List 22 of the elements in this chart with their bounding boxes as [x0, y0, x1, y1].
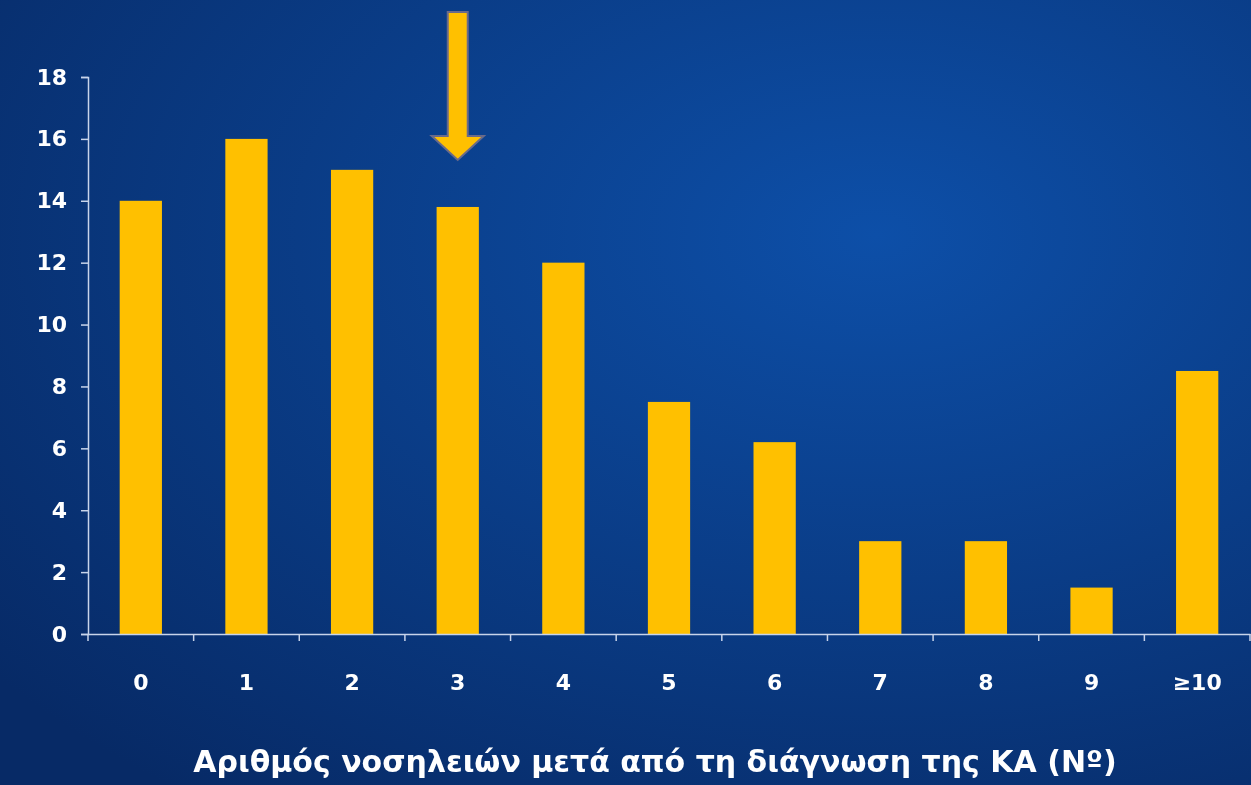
x-tick-label: 6 — [766, 669, 783, 695]
y-tick-label: 4 — [51, 497, 67, 523]
y-tick-label: 0 — [51, 621, 67, 647]
y-tick-label: 10 — [36, 312, 67, 338]
x-tick-label: 9 — [1083, 669, 1100, 695]
y-tick-label: 18 — [36, 64, 67, 90]
x-tick-label: 0 — [133, 669, 149, 695]
x-tick-label: 5 — [661, 669, 677, 695]
x-tick-label: 1 — [238, 669, 255, 695]
x-tick-label: ≥10 — [1172, 669, 1222, 695]
x-tick-label: 7 — [872, 669, 888, 695]
y-tick-label: 16 — [36, 126, 67, 152]
x-axis-title: Αριθμός νοσηλειών μετά από τη διάγνωση της ΚΑ (Nº) — [193, 744, 1117, 779]
x-tick-label: 8 — [978, 669, 994, 695]
y-tick-label: 2 — [51, 559, 67, 585]
y-tick-label: 12 — [36, 250, 67, 276]
x-tick-label: 3 — [450, 669, 466, 695]
x-tick-label: 2 — [344, 669, 360, 695]
y-tick-label: 8 — [51, 373, 67, 399]
y-tick-label: 6 — [51, 435, 67, 461]
y-tick-label: 14 — [36, 188, 67, 214]
x-tick-label: 4 — [555, 669, 572, 695]
